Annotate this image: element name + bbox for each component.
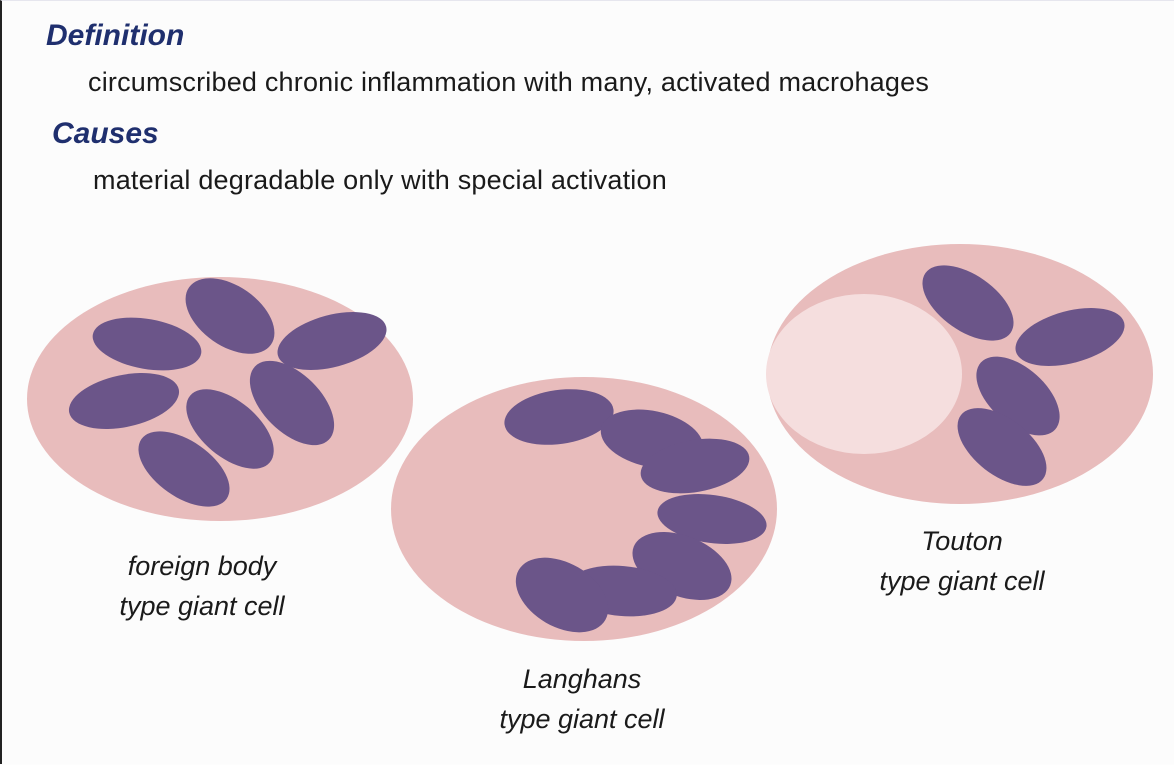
- touton-caption: Touton type giant cell: [832, 521, 1092, 601]
- lipid-vacuole: [766, 294, 962, 454]
- nucleus: [249, 360, 335, 446]
- nucleus: [504, 389, 614, 445]
- nucleus: [277, 312, 387, 370]
- nucleus: [68, 373, 180, 429]
- nucleus: [976, 356, 1060, 436]
- langhans-caption: Langhans type giant cell: [452, 659, 712, 739]
- nucleus: [957, 408, 1047, 486]
- nucleus: [92, 317, 202, 371]
- foreign-body-giant-cell: [27, 277, 413, 521]
- nucleus: [657, 494, 767, 544]
- nucleus: [640, 438, 750, 494]
- caption-line: foreign body: [127, 551, 277, 581]
- definition-text: circumscribed chronic inflammation with …: [88, 67, 930, 97]
- nucleus: [138, 431, 230, 507]
- touton-giant-cell: [766, 244, 1153, 504]
- caption-line: Touton: [921, 526, 1003, 556]
- langhans-giant-cell: [391, 377, 777, 641]
- nucleus: [1015, 308, 1125, 366]
- caption-line: type giant cell: [499, 704, 665, 734]
- nucleus: [922, 265, 1014, 341]
- causes-text: material degradable only with special ac…: [93, 165, 667, 195]
- caption-line: Langhans: [522, 664, 642, 694]
- nucleus: [185, 278, 275, 354]
- nucleus: [186, 389, 274, 469]
- nucleus: [515, 557, 609, 633]
- foreign-body-caption: foreign body type giant cell: [72, 546, 332, 626]
- caption-line: type giant cell: [879, 566, 1045, 596]
- definition-heading: Definition: [46, 19, 185, 52]
- causes-heading: Causes: [52, 117, 159, 150]
- caption-line: type giant cell: [119, 591, 285, 621]
